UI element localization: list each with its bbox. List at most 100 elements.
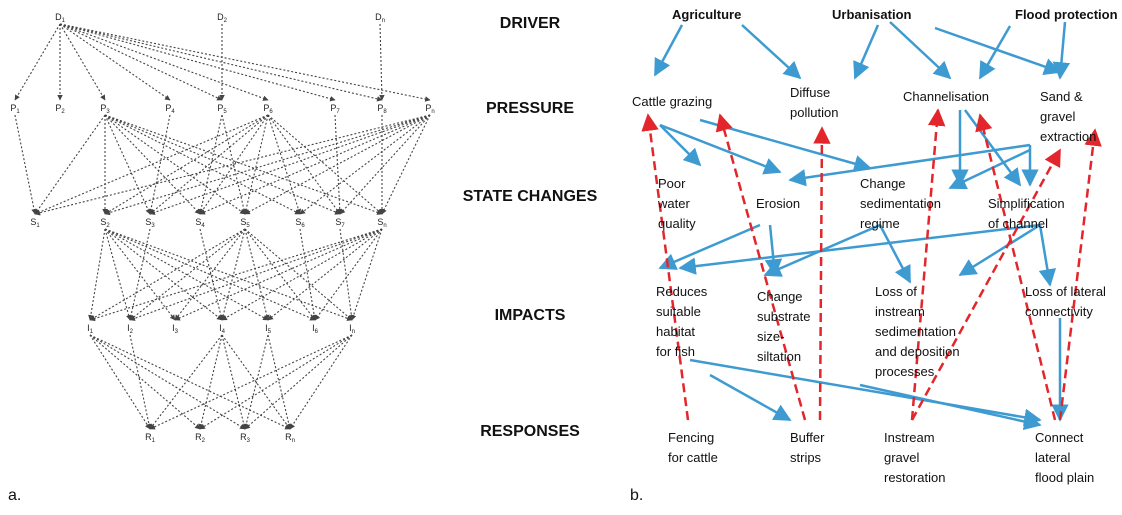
- blue-arrow: [689, 358, 1042, 426]
- edge-a: [174, 228, 246, 321]
- node-a-base: D: [375, 12, 382, 22]
- node-b-label: Sand &: [1040, 89, 1083, 104]
- node-a: S1: [30, 217, 40, 229]
- edge-a: [221, 334, 247, 430]
- node-a-base: R: [145, 432, 152, 442]
- edge-a: [221, 334, 291, 430]
- edge-a: [174, 228, 383, 321]
- red-arrow: [910, 148, 1062, 421]
- node-a-sub: n: [292, 438, 295, 444]
- node-a-base: R: [195, 432, 202, 442]
- node-b-label: for cattle: [668, 450, 718, 465]
- node-a-base: P: [330, 103, 336, 113]
- node-a-sub: 2: [224, 18, 228, 24]
- node-a-base: P: [377, 103, 383, 113]
- node-b-label: sedimentation: [860, 196, 941, 211]
- edge-a: [129, 334, 152, 430]
- edge-a: [149, 114, 269, 215]
- node-b-label: Change: [757, 289, 803, 304]
- edge-a: [104, 114, 301, 215]
- node-a: In: [349, 323, 355, 335]
- node-a-sub: 1: [90, 329, 94, 335]
- node-b-label: Diffuse: [790, 85, 830, 100]
- node-a: R2: [195, 432, 206, 444]
- edge-a: [88, 228, 106, 321]
- blue-arrow: [653, 24, 684, 77]
- node-b-label: Simplification: [988, 196, 1065, 211]
- edge-a: [314, 228, 383, 321]
- edge-a: [267, 114, 341, 215]
- node-a-sub: n: [352, 329, 355, 335]
- node-b-label: water: [657, 196, 690, 211]
- edge-a: [339, 228, 355, 321]
- node-b-label: extraction: [1040, 129, 1096, 144]
- node-a-sub: 5: [223, 109, 227, 115]
- edge-a: [149, 334, 353, 430]
- edge-a: [243, 114, 269, 215]
- edge-a: [129, 228, 246, 321]
- node-a: I3: [172, 323, 179, 335]
- node-a: S7: [335, 217, 345, 229]
- blue-arrow: [948, 148, 1031, 190]
- edge-a: [267, 114, 383, 215]
- edge-a: [59, 23, 223, 101]
- node-a-sub: 2: [202, 438, 206, 444]
- node-a-sub: 6: [315, 329, 319, 335]
- blue-arrow: [859, 383, 1042, 431]
- node-a-sub: 2: [106, 223, 110, 229]
- node-b-label: Change: [860, 176, 906, 191]
- edge-a: [350, 228, 383, 321]
- node-b-label: flood plain: [1035, 470, 1094, 485]
- node-a-sub: 2: [130, 329, 134, 335]
- node-a-base: P: [100, 103, 106, 113]
- node-a-sub: 3: [175, 329, 179, 335]
- node-a-sub: 1: [36, 223, 40, 229]
- edge-a: [89, 334, 151, 430]
- node-b-label: lateral: [1035, 450, 1071, 465]
- edge-a: [104, 114, 151, 215]
- edge-a: [104, 114, 383, 215]
- edge-a: [299, 228, 317, 321]
- blue-arrow: [678, 223, 1041, 275]
- node-a: Pn: [425, 103, 434, 115]
- edge-a: [14, 23, 61, 101]
- node-a-base: S: [145, 217, 151, 227]
- node-a: S4: [195, 217, 205, 229]
- node-b-label: habitat: [656, 324, 695, 339]
- node-a: P5: [217, 103, 227, 115]
- node-a-base: I: [172, 323, 175, 333]
- level-label: DRIVER: [500, 15, 561, 32]
- blue-arrow: [958, 223, 1041, 277]
- node-b-label: and deposition: [875, 344, 960, 359]
- node-a-base: S: [240, 217, 246, 227]
- node-a-base: P: [165, 103, 171, 113]
- edge-a: [104, 114, 341, 215]
- node-b-label: quality: [658, 216, 696, 231]
- edge-a: [104, 228, 223, 321]
- node-a-sub: 6: [301, 223, 305, 229]
- panel-b-edges: [641, 21, 1102, 431]
- blue-arrow: [658, 223, 761, 270]
- node-b-label: of channel: [988, 216, 1048, 231]
- red-arrow: [641, 113, 690, 421]
- level-label: PRESSURE: [486, 100, 574, 117]
- edge-a: [221, 114, 247, 215]
- node-b-label: pollution: [790, 105, 838, 120]
- node-a-base: R: [240, 432, 247, 442]
- edge-a: [59, 23, 336, 102]
- node-a: I4: [219, 323, 226, 335]
- edge-a: [267, 334, 292, 430]
- node-b-label: suitable: [656, 304, 701, 319]
- caption-a: a.: [8, 487, 21, 504]
- node-b-label: regime: [860, 216, 900, 231]
- node-a-sub: 4: [201, 223, 205, 229]
- node-a-sub: 7: [336, 109, 340, 115]
- edge-a: [244, 114, 431, 215]
- node-a: Sn: [377, 217, 386, 229]
- node-b-label: connectivity: [1025, 304, 1093, 319]
- node-a-sub: 6: [269, 109, 273, 115]
- edge-a: [244, 228, 353, 321]
- node-a-base: I: [219, 323, 222, 333]
